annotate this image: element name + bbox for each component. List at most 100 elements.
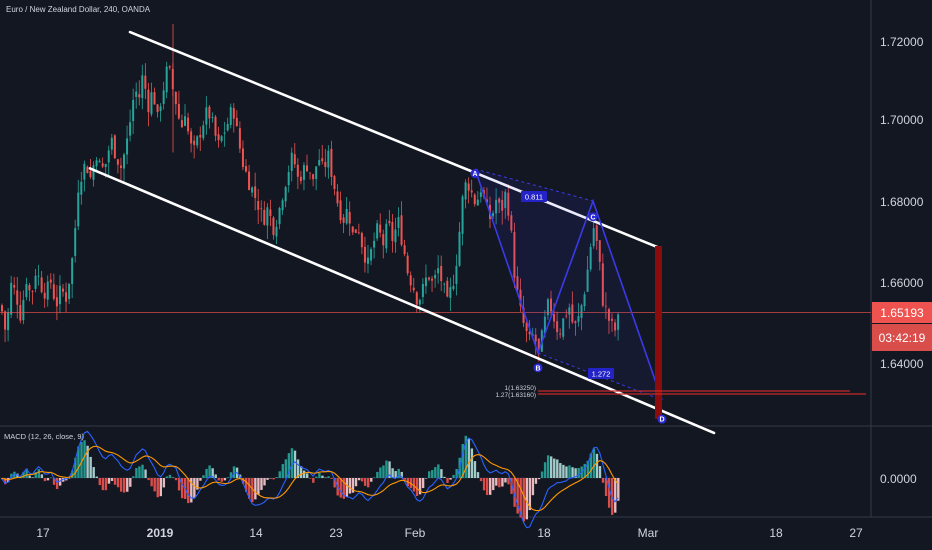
macd-histogram-bar <box>284 459 288 478</box>
x-tick-2: 2019 <box>147 526 174 540</box>
candle-body <box>510 215 513 231</box>
macd-histogram-bar <box>52 478 56 485</box>
candle-body <box>217 134 220 141</box>
macd-histogram-bar <box>513 478 516 507</box>
candle-body <box>330 148 333 177</box>
candle-body <box>525 322 528 332</box>
chart-title: Euro / New Zealand Dollar, 240, OANDA <box>6 5 151 14</box>
macd-histogram-bar <box>25 468 28 478</box>
candle-body <box>205 107 208 125</box>
candle-body <box>424 277 427 287</box>
macd-histogram-bar <box>116 478 120 488</box>
macd-histogram-bar <box>434 467 437 478</box>
x-tick-5: Feb <box>405 526 426 540</box>
macd-histogram-bar <box>46 478 50 481</box>
x-tick-4: 23 <box>329 526 343 540</box>
macd-histogram-bar <box>583 463 586 478</box>
ratio-label-ac: 0.811 <box>525 193 543 202</box>
candle-body <box>52 284 55 299</box>
macd-histogram-bar <box>373 477 376 478</box>
candle-body <box>342 217 345 223</box>
candle-body <box>614 322 617 331</box>
candle-body <box>617 314 620 330</box>
macd-histogram-bar <box>177 478 181 491</box>
candle-body <box>556 321 559 333</box>
pattern-point-d-marker[interactable] <box>657 414 667 424</box>
candle-body <box>479 192 482 197</box>
pattern-point-b-marker[interactable] <box>533 363 543 373</box>
macd-histogram-bar <box>180 478 184 499</box>
macd-histogram-bar <box>4 478 7 485</box>
macd-histogram-bar <box>37 469 40 478</box>
channel-lower-line[interactable] <box>88 167 716 435</box>
level-label-2: 1.27(1.63160) <box>496 392 536 399</box>
macd-histogram-bar <box>479 478 483 482</box>
candle-body <box>7 312 10 331</box>
candle-body <box>586 269 589 292</box>
candle-body <box>187 117 190 132</box>
macd-histogram-bar <box>220 478 223 482</box>
macd-histogram-bar <box>330 478 333 479</box>
candle-body <box>543 316 546 334</box>
candle-body <box>504 191 507 209</box>
candle-body <box>339 200 342 221</box>
macd-histogram-bar <box>440 469 443 478</box>
macd-histogram-bar <box>104 478 108 491</box>
macd-histogram-bar <box>376 471 379 478</box>
candle-body <box>519 289 522 306</box>
candle-body <box>415 292 418 305</box>
candle-body <box>162 90 165 104</box>
candle-body <box>611 318 613 321</box>
macd-histogram-bar <box>101 478 105 491</box>
candle-body <box>568 307 571 315</box>
x-tick-3: 14 <box>249 526 263 540</box>
macd-histogram-bar <box>531 478 535 496</box>
candle-body <box>385 223 388 249</box>
macd-histogram-bar <box>394 471 397 478</box>
pattern-point-d-label: D <box>659 417 664 424</box>
candle-body <box>135 91 138 97</box>
macd-histogram-bar <box>489 478 492 495</box>
macd-histogram-bar <box>607 478 611 508</box>
channel-upper-line[interactable] <box>128 30 660 249</box>
macd-histogram-bar <box>571 467 574 478</box>
candle-body <box>113 135 116 159</box>
channel-layer <box>88 30 716 435</box>
macd-histogram-bar <box>437 464 440 478</box>
macd-histogram-bar <box>22 471 25 478</box>
macd-histogram-bar <box>74 457 77 478</box>
macd-histogram-bar <box>49 477 53 478</box>
macd-histogram-bar <box>208 465 211 478</box>
candle-body <box>89 171 92 177</box>
macd-histogram-bar <box>86 445 89 478</box>
macd-histogram-bar <box>510 478 513 494</box>
macd-histogram-bar <box>546 455 550 478</box>
candle-body <box>434 274 437 279</box>
macd-histogram-bar <box>595 453 599 478</box>
candle-body <box>202 125 205 139</box>
macd-histogram-bar <box>525 478 528 520</box>
candle-body <box>22 299 25 321</box>
candle-body <box>400 215 403 245</box>
macd-histogram-bar <box>269 478 272 479</box>
macd-histogram-bar <box>95 476 98 478</box>
candle-body <box>269 209 272 217</box>
candle-body <box>354 229 357 233</box>
macd-histogram-bar <box>229 472 233 478</box>
macd-histogram-bar <box>415 478 419 497</box>
candle-body <box>537 338 540 350</box>
macd-histogram-bar <box>31 477 34 478</box>
macd-histogram-bar <box>241 478 245 484</box>
candle-body <box>86 166 89 174</box>
pattern-point-c-marker[interactable] <box>588 212 598 222</box>
macd-histogram-bar <box>333 478 336 488</box>
ratio-box-bd <box>588 368 614 379</box>
candle-body <box>92 165 95 180</box>
macd-histogram-bar <box>495 478 498 486</box>
pattern-bcd-fill <box>538 201 662 400</box>
candle-body <box>150 92 153 115</box>
candle-body <box>193 140 196 145</box>
pattern-point-a-marker[interactable] <box>470 169 480 179</box>
macd-histogram-bar <box>598 466 602 478</box>
